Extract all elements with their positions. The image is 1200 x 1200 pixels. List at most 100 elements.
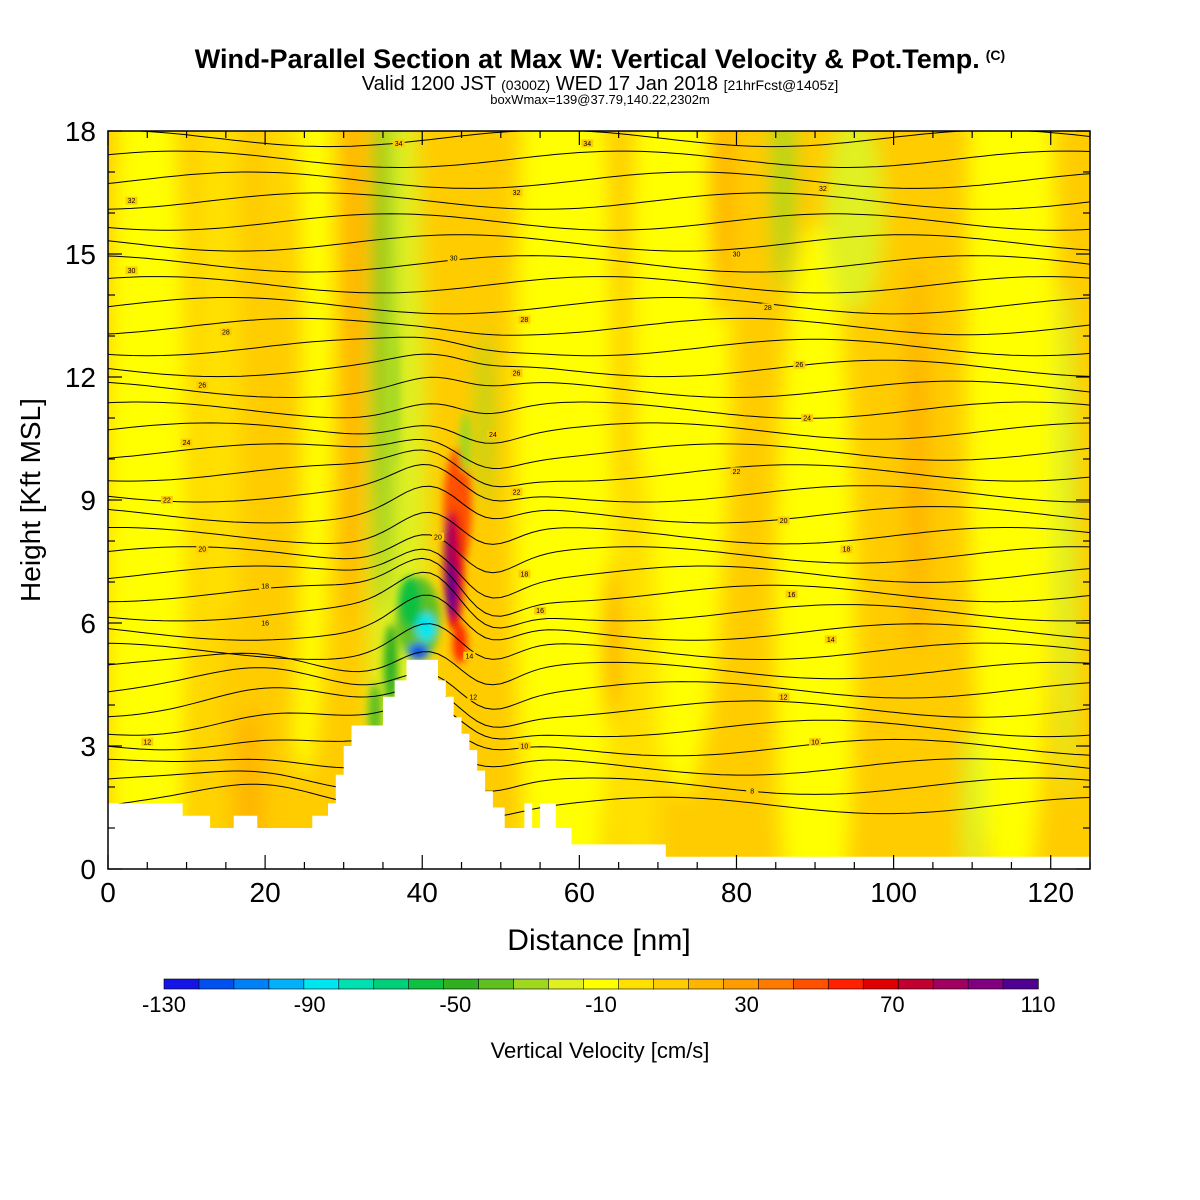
x-tick-label: 60 bbox=[564, 877, 595, 908]
isentrope-label-bg bbox=[510, 487, 523, 496]
isentrope-label-bg bbox=[518, 315, 531, 324]
isentrope-label: 20 bbox=[434, 534, 442, 541]
isentrope-label: 10 bbox=[520, 744, 528, 751]
isentrope-label: 30 bbox=[128, 268, 136, 275]
velocity-patch bbox=[824, 131, 885, 313]
velocity-patch bbox=[905, 259, 930, 659]
colorbar-swatch bbox=[792, 978, 829, 990]
colorbar-tick-label: -90 bbox=[294, 992, 326, 1017]
x-axis-label: Distance [nm] bbox=[507, 924, 690, 957]
isentrope-line bbox=[108, 376, 1090, 398]
isentrope-label-bg bbox=[392, 139, 405, 148]
isentrope-label: 12 bbox=[469, 694, 477, 701]
colorbar-swatch bbox=[198, 978, 235, 990]
colorbar-label: Vertical Velocity [cm/s] bbox=[491, 1038, 710, 1063]
y-tick-label: 15 bbox=[65, 239, 96, 270]
velocity-patch bbox=[774, 131, 793, 292]
forecast-info: [21hrFcst@1405z] bbox=[723, 77, 839, 93]
isentrope-line bbox=[108, 687, 1090, 728]
colorbar bbox=[163, 978, 1039, 990]
colorbar-swatch bbox=[373, 978, 410, 990]
isentrope-label: 22 bbox=[733, 469, 741, 476]
isentrope-label: 16 bbox=[788, 592, 796, 599]
isentrope-line bbox=[108, 213, 1090, 231]
isentrope-label-bg bbox=[219, 327, 232, 336]
chart-title: Wind-Parallel Section at Max W: Vertical… bbox=[0, 44, 1200, 75]
isentrope-line bbox=[108, 422, 1090, 444]
x-tick-label: 80 bbox=[721, 877, 752, 908]
colorbar-swatch bbox=[618, 978, 655, 990]
isentrope-line bbox=[108, 770, 1090, 795]
isentrope-label: 12 bbox=[143, 739, 151, 746]
velocity-core bbox=[416, 613, 437, 642]
isentrope-line bbox=[108, 651, 1090, 686]
velocity-patch bbox=[604, 563, 617, 724]
isentrope-label: 34 bbox=[395, 141, 403, 148]
isentrope-label: 32 bbox=[128, 198, 136, 205]
velocity-patch bbox=[775, 223, 856, 869]
isentrope-line bbox=[108, 511, 1090, 545]
isentrope-line bbox=[108, 317, 1090, 336]
isentrope-line bbox=[108, 276, 1090, 294]
isentrope-label: 28 bbox=[222, 329, 230, 336]
isentrope-label: 22 bbox=[163, 498, 171, 505]
isentrope-line bbox=[108, 192, 1090, 210]
isentrope-label-bg bbox=[840, 545, 853, 554]
isentrope-label-bg bbox=[816, 184, 829, 193]
isentrope-line bbox=[108, 297, 1090, 315]
terrain bbox=[108, 659, 1090, 869]
y-axis-label: Height [Kft MSL] bbox=[15, 398, 46, 602]
isentrope-label-bg bbox=[463, 651, 476, 660]
isentrope-label-bg bbox=[467, 692, 480, 701]
velocity-patch bbox=[274, 131, 303, 748]
isentrope-line bbox=[108, 701, 1090, 740]
isentrope-label: 20 bbox=[198, 547, 206, 554]
colorbar-tick-label: -10 bbox=[585, 992, 617, 1017]
isentrope-line bbox=[108, 594, 1090, 641]
chart-subtitle: Valid 1200 JST (0300Z) WED 17 Jan 2018 [… bbox=[0, 74, 1200, 95]
colorbar-swatch bbox=[967, 978, 1004, 990]
y-tick-label: 18 bbox=[65, 116, 96, 147]
isentrope-label: 10 bbox=[811, 739, 819, 746]
isentrope-label: 30 bbox=[450, 256, 458, 263]
isentrope-label: 14 bbox=[827, 637, 835, 644]
colorbar-tick-label: -130 bbox=[142, 992, 186, 1017]
isentrope-line bbox=[108, 234, 1090, 252]
axis-ticks bbox=[107, 130, 1091, 870]
x-tick-label: 40 bbox=[407, 877, 438, 908]
velocity-core bbox=[398, 576, 423, 629]
x-tick-label: 120 bbox=[1027, 877, 1074, 908]
copyright-mark: (C) bbox=[985, 47, 1006, 63]
isentrope-label-bg bbox=[534, 606, 547, 615]
colorbar-swatch bbox=[688, 978, 725, 990]
isentrope-label-bg bbox=[486, 430, 499, 439]
isentrope-label-bg bbox=[510, 188, 523, 197]
isentrope-label-bg bbox=[793, 360, 806, 369]
colorbar-swatch bbox=[548, 978, 585, 990]
isentrope-label: 24 bbox=[803, 416, 811, 423]
isentrope-label: 18 bbox=[843, 547, 851, 554]
velocity-patch bbox=[750, 768, 771, 869]
colorbar-swatch bbox=[233, 978, 270, 990]
isentrope-label-bg bbox=[160, 496, 173, 504]
velocity-core bbox=[390, 327, 399, 468]
isentrope-label: 16 bbox=[261, 621, 269, 628]
velocity-patch bbox=[1054, 281, 1079, 801]
y-tick-label: 6 bbox=[80, 608, 96, 639]
isentrope-label-bg bbox=[125, 196, 138, 205]
isentrope-label-bg bbox=[196, 381, 209, 390]
isentrope-label: 28 bbox=[520, 317, 528, 324]
y-tick-label: 0 bbox=[80, 854, 96, 885]
colorbar-swatch bbox=[1002, 978, 1039, 990]
colorbar-swatch bbox=[443, 978, 480, 990]
isentrope-label-bg bbox=[510, 368, 523, 377]
chart-title-text: Wind-Parallel Section at Max W: Vertical… bbox=[194, 44, 980, 74]
colorbar-swatch bbox=[897, 978, 934, 990]
velocity-patch bbox=[374, 131, 391, 616]
y-tick-label: 9 bbox=[80, 485, 96, 516]
isentrope-label: 24 bbox=[183, 440, 191, 447]
isentrope-line bbox=[108, 783, 1090, 818]
isentrope-line bbox=[108, 336, 1090, 357]
box-info: boxWmax=139@37.79,140.22,2302m bbox=[490, 92, 710, 107]
isentrope-label: 32 bbox=[819, 186, 827, 193]
